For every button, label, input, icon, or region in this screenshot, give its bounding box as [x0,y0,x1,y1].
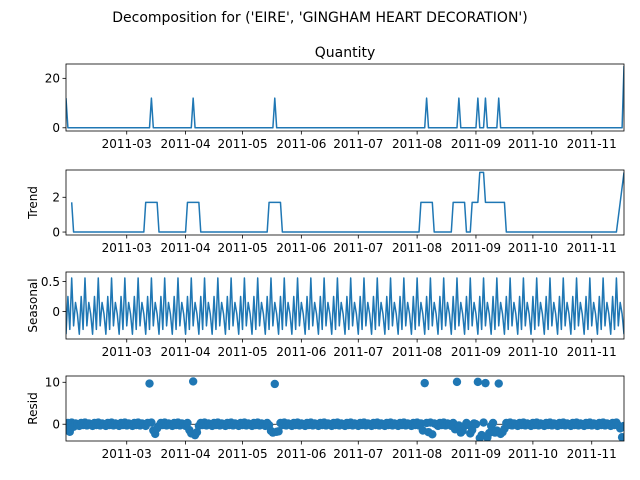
resid-point [183,418,192,428]
resid-point [617,433,624,441]
figure-suptitle: Decomposition for ('EIRE', 'GINGHAM HEAR… [112,10,528,26]
y-tick-label: 0.5 [41,275,60,289]
panel-title: Quantity [315,45,376,61]
y-tick-label: 10 [45,376,60,390]
plot-area [66,65,624,129]
axes-frame [65,271,625,340]
x-tick-label: 2011-07 [333,345,383,359]
resid-point [274,427,283,436]
resid-point [481,378,490,388]
resid-point [188,377,198,386]
x-tick-label: 2011-03 [102,137,152,151]
y-tick-label: 2 [52,191,60,205]
resid-point [619,421,624,431]
resid-point [471,420,481,429]
x-tick-label: 2011-04 [161,345,211,359]
x-tick-label: 2011-04 [161,447,211,461]
x-tick-label: 2011-09 [451,447,501,461]
x-tick-label: 2011-09 [451,137,501,151]
x-tick-label: 2011-11 [567,345,617,359]
resid-point [479,418,488,427]
plot-area [70,171,624,233]
axes-frame [65,63,625,132]
x-tick-label: 2011-08 [392,241,442,255]
y-tick-label: 0 [52,418,60,432]
x-tick-label: 2011-03 [102,447,152,461]
x-tick-label: 2011-10 [508,447,558,461]
resid-point [270,379,279,389]
series-line [66,65,624,129]
x-tick-label: 2011-08 [392,447,442,461]
x-tick-label: 2011-11 [567,137,617,151]
x-tick-label: 2011-10 [508,241,558,255]
x-tick-label: 2011-06 [276,447,326,461]
axes-frame [65,169,625,236]
axes-frame [65,375,625,442]
x-tick-label: 2011-09 [451,241,501,255]
y-axis-label: Seasonal [26,278,40,332]
x-tick-label: 2011-06 [276,241,326,255]
x-tick-label: 2011-07 [333,447,383,461]
series-line [70,171,624,233]
panel-resid: Resid 0 10 2011-03 2011-04 2011-05 2011-06 2011… [26,375,625,461]
y-tick-label: 0 [52,225,60,239]
x-tick-label: 2011-06 [276,137,326,151]
x-tick-label: 2011-05 [217,345,267,359]
x-tick-label: 2011-10 [508,345,558,359]
y-axis-label: Trend [26,186,40,220]
resid-point [147,418,156,427]
x-tick-label: 2011-04 [161,241,211,255]
resid-point [494,379,503,388]
x-tick-label: 2011-10 [508,137,558,151]
resid-point [428,430,437,439]
x-tick-label: 2011-07 [333,241,383,255]
resid-point [145,379,154,388]
x-tick-label: 2011-11 [567,447,617,461]
x-tick-label: 2011-04 [161,137,211,151]
x-tick-label: 2011-08 [392,345,442,359]
x-tick-label: 2011-07 [333,137,383,151]
y-tick-label: 0 [52,305,60,319]
x-tick-label: 2011-11 [567,241,617,255]
y-axis-label: Resid [26,392,40,424]
y-tick-label: 20 [45,72,60,86]
resid-point [420,378,429,388]
x-tick-label: 2011-05 [217,137,267,151]
x-tick-label: 2011-03 [102,345,152,359]
panel-quantity: Quantity 0 20 2011-03 2011-04 2011-05 2011-06 2… [45,45,625,151]
series-line [66,277,624,335]
x-tick-label: 2011-06 [276,345,326,359]
panel-trend: Trend 0 2 2011-03 2011-04 2011-05 2011-06 2011-… [26,169,625,255]
x-tick-label: 2011-03 [102,241,152,255]
x-tick-label: 2011-05 [217,241,267,255]
x-tick-label: 2011-08 [392,137,442,151]
plot-area [66,377,624,441]
resid-point [452,377,462,387]
y-tick-label: 0 [52,121,60,135]
x-tick-label: 2011-09 [451,345,501,359]
panel-seasonal: Seasonal 0 0.5 2011-03 2011-04 2011-05 2011-06… [26,271,625,359]
plot-area [66,277,624,335]
resid-point [473,377,483,387]
resid-point [488,418,498,428]
x-tick-label: 2011-05 [217,447,267,461]
